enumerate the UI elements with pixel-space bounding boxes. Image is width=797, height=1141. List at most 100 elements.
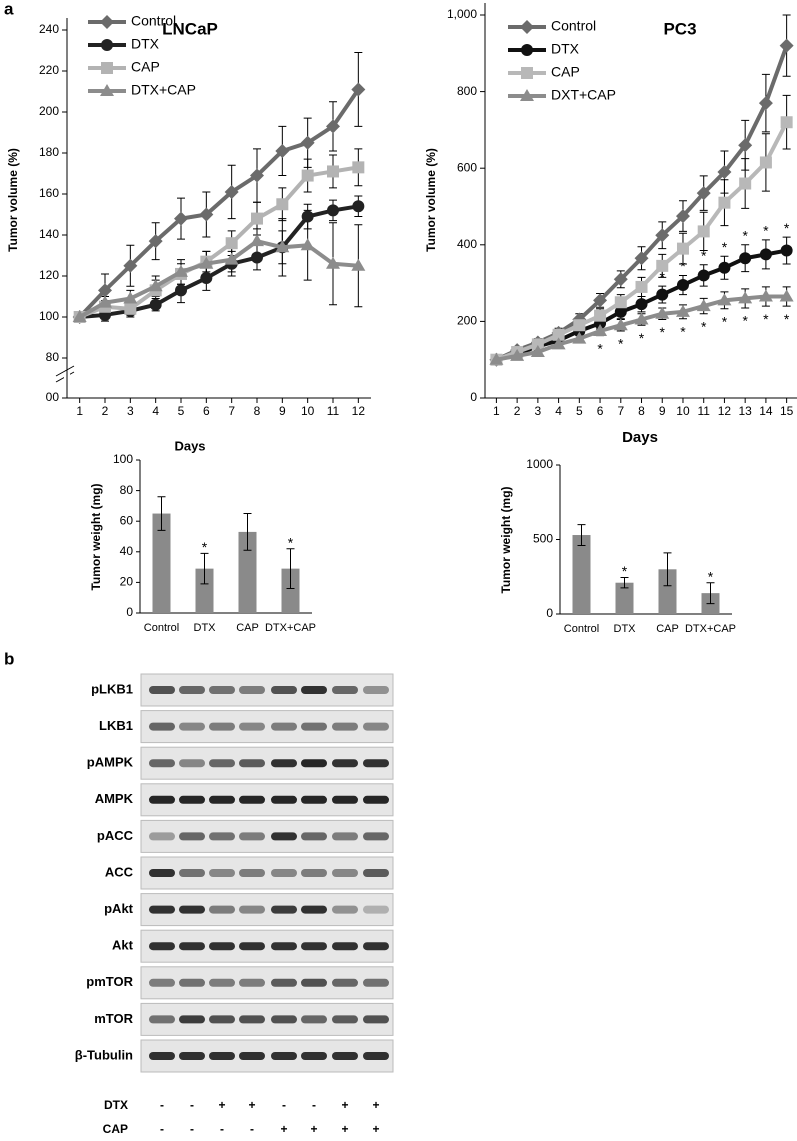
blot-band xyxy=(301,1052,327,1060)
y-tick-label: 0 xyxy=(470,390,477,404)
x-tick-label: 10 xyxy=(301,404,315,418)
marker xyxy=(124,302,137,315)
significance-mark: * xyxy=(680,323,686,339)
marker xyxy=(251,212,263,225)
blot-band xyxy=(239,759,265,768)
marker xyxy=(100,15,114,29)
blot-band xyxy=(301,942,327,951)
marker xyxy=(520,89,534,101)
marker xyxy=(634,312,649,325)
marker xyxy=(573,319,586,332)
x-tick-label: 3 xyxy=(535,404,542,418)
marker xyxy=(123,258,138,273)
x-tick-label: 1 xyxy=(76,404,83,418)
y-tick-label: 80 xyxy=(120,483,134,497)
marker xyxy=(717,293,732,306)
blot-row xyxy=(140,1039,394,1073)
blot-band xyxy=(149,722,175,731)
legend-label: DTX xyxy=(131,36,160,52)
legend-label: DXT+CAP xyxy=(551,87,616,103)
blot-band xyxy=(149,1015,175,1024)
bar xyxy=(195,568,214,613)
blot-band xyxy=(301,795,327,804)
series-line xyxy=(78,88,360,319)
y-tick-label: 100 xyxy=(39,309,59,323)
marker xyxy=(634,251,649,266)
blot-row xyxy=(140,929,394,963)
significance-mark: * xyxy=(742,313,748,329)
y-tick-label: 220 xyxy=(39,63,59,77)
x-tick-label: 9 xyxy=(659,404,666,418)
blot-band xyxy=(271,1015,297,1024)
significance-mark: * xyxy=(660,324,666,340)
marker xyxy=(251,251,263,264)
x-tick-label: 12 xyxy=(352,404,366,418)
marker xyxy=(149,298,162,311)
blot-band xyxy=(363,1015,389,1024)
y-axis-label: Tumor weight (mg) xyxy=(499,486,513,593)
error-bar xyxy=(663,552,672,587)
blot-band xyxy=(239,905,265,914)
blot-band xyxy=(149,795,175,804)
panel-label: b xyxy=(4,649,14,668)
error-bar xyxy=(706,582,715,605)
blot-band xyxy=(149,978,175,987)
blot-band xyxy=(363,1052,389,1060)
marker xyxy=(174,264,188,277)
blot-row xyxy=(140,710,394,744)
blot-band xyxy=(179,1052,205,1060)
x-tick-label: 11 xyxy=(697,404,710,418)
y-tick-label: 20 xyxy=(120,575,134,589)
marker xyxy=(614,305,627,318)
treatment-sign: - xyxy=(160,1098,164,1112)
x-tick-label: 4 xyxy=(555,404,562,418)
marker xyxy=(635,280,648,293)
marker xyxy=(199,207,214,222)
marker xyxy=(738,138,753,153)
marker xyxy=(779,289,794,302)
marker xyxy=(655,306,670,319)
blot-band xyxy=(209,978,235,987)
blot-band xyxy=(239,795,265,804)
panel-label: a xyxy=(4,0,14,18)
bar xyxy=(238,531,257,613)
error-bar xyxy=(200,552,209,585)
marker xyxy=(510,348,525,361)
legend-label: CAP xyxy=(551,64,580,80)
treatment-sign: - xyxy=(312,1098,316,1112)
marker xyxy=(100,84,114,96)
blot-band xyxy=(179,722,205,731)
blot-band xyxy=(271,942,297,951)
marker xyxy=(779,38,794,53)
legend-label: CAP xyxy=(131,59,160,75)
blot-band xyxy=(179,795,205,804)
marker xyxy=(521,44,533,56)
y-tick-label: 200 xyxy=(39,104,59,118)
blot-band xyxy=(332,759,358,768)
marker xyxy=(530,345,545,358)
y-tick-label: 40 xyxy=(120,544,134,558)
marker xyxy=(326,256,340,269)
y-axis-label: Tumor weight (mg) xyxy=(89,483,103,590)
significance-mark: * xyxy=(784,220,790,236)
x-tick-label: 6 xyxy=(203,404,210,418)
blot-band xyxy=(363,832,389,841)
marker xyxy=(301,169,314,182)
blot-band xyxy=(239,1015,265,1024)
blot-row xyxy=(140,1002,394,1036)
blot-band xyxy=(239,869,265,877)
blot-band xyxy=(332,978,358,987)
treatment-sign: + xyxy=(372,1098,379,1112)
marker xyxy=(351,82,366,97)
x-tick-label: 14 xyxy=(759,404,773,418)
x-tick-label: DTX xyxy=(614,623,637,635)
blot-band xyxy=(239,832,265,841)
blot-band xyxy=(209,759,235,768)
blot-row xyxy=(140,893,394,927)
marker xyxy=(531,338,544,351)
treatment-label: CAP xyxy=(103,1122,128,1136)
y-tick-label: 500 xyxy=(533,532,553,546)
x-tick-label: 7 xyxy=(228,404,235,418)
treatment-sign: + xyxy=(310,1122,317,1136)
